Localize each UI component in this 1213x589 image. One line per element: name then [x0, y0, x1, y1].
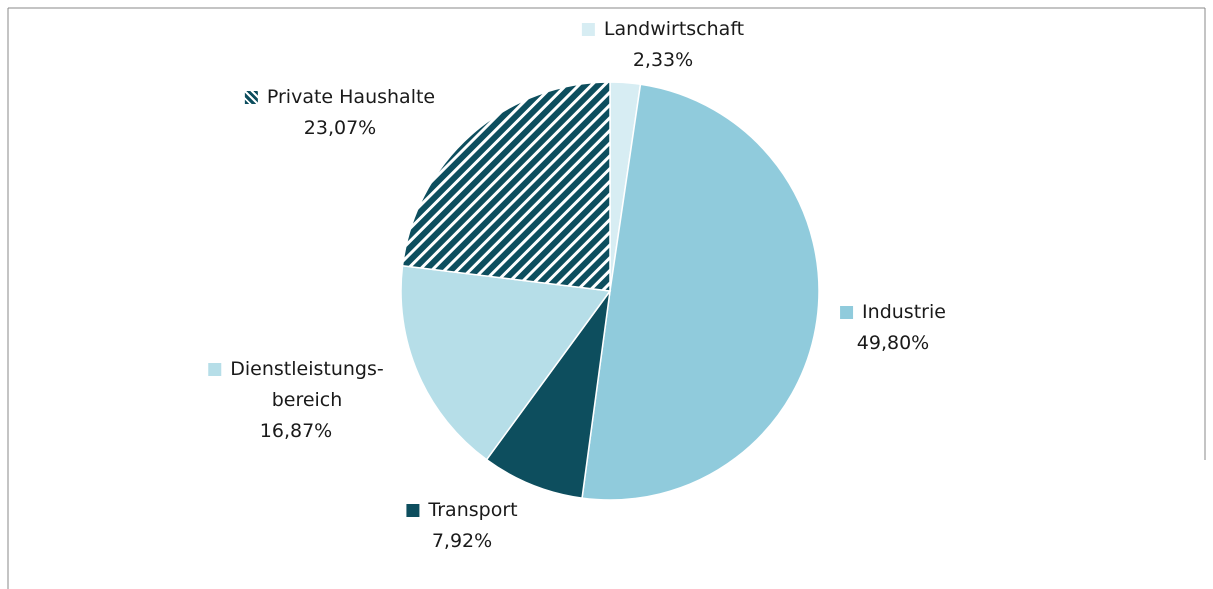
legend-swatch	[840, 306, 854, 319]
pie-slice	[401, 81, 611, 292]
slice-label: Dienstleistungs- bereich 16,87%	[208, 354, 384, 447]
label-row: Industrie	[840, 297, 946, 328]
category-label: Dienstleistungs- bereich	[230, 358, 384, 411]
slice-label: Industrie 49,80%	[840, 297, 946, 359]
legend-swatch	[244, 91, 258, 104]
slice-label: Private Haushalte 23,07%	[244, 82, 436, 144]
label-row: Private Haushalte	[244, 82, 436, 113]
legend-swatch	[208, 363, 222, 376]
slice-label: Landwirtschaft 2,33%	[581, 14, 745, 76]
slice-label: Transport 7,92%	[406, 495, 518, 557]
category-label: Industrie	[862, 301, 946, 323]
value-label: 16,87%	[259, 420, 333, 442]
pie-slice	[581, 83, 820, 501]
value-label: 23,07%	[303, 117, 377, 139]
label-row: Landwirtschaft	[581, 14, 745, 45]
pie-slice	[485, 290, 611, 499]
value-label: 7,92%	[431, 530, 493, 552]
label-row: Transport	[406, 495, 518, 526]
label-row: Dienstleistungs- bereich	[208, 354, 384, 416]
legend-swatch	[406, 504, 420, 517]
category-label: Landwirtschaft	[603, 18, 745, 40]
category-label: Private Haushalte	[266, 86, 436, 108]
pie-slice	[400, 264, 612, 461]
value-label: 49,80%	[856, 332, 930, 354]
value-label: 2,33%	[632, 49, 694, 71]
category-label: Transport	[428, 499, 518, 521]
legend-swatch	[581, 23, 595, 36]
